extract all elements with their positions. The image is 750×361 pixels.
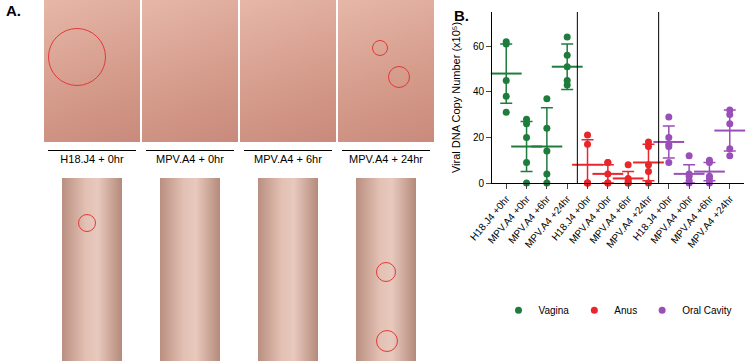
html-text:MPV.A4 + 6hr: MPV.A4 + 6hr: [254, 153, 322, 165]
svg-text:MPV.A4 +6hr: MPV.A4 +6hr: [669, 193, 716, 246]
svg-text:MPV.A4 +0hr: MPV.A4 +0hr: [648, 193, 695, 246]
svg-text:MPV.A4 +24hr: MPV.A4 +24hr: [685, 193, 735, 250]
svg-text:60: 60: [473, 41, 485, 52]
svg-text:MPV.A4 +0hr: MPV.A4 +0hr: [567, 193, 614, 246]
svg-text:H18.J4 +0hr: H18.J4 +0hr: [468, 193, 512, 243]
svg-text:B.: B.: [454, 7, 469, 24]
svg-text:Anus: Anus: [614, 305, 637, 316]
svg-text:MPV.A4 +24hr: MPV.A4 +24hr: [604, 193, 654, 250]
html-text:H18.J4 + 0hr: H18.J4 + 0hr: [60, 153, 124, 165]
html-text:MPV.A4 + 0hr: MPV.A4 + 0hr: [156, 153, 224, 165]
svg-text:0: 0: [478, 178, 484, 189]
svg-text:H18.J4 +0hr: H18.J4 +0hr: [549, 193, 593, 243]
svg-text:Vagina: Vagina: [539, 305, 570, 316]
svg-text:40: 40: [473, 86, 485, 97]
svg-text:H18.J4 +0hr: H18.J4 +0hr: [631, 193, 675, 243]
svg-text:MPV.A4 +0hr: MPV.A4 +0hr: [486, 193, 533, 246]
svg-text:Oral Cavity: Oral Cavity: [682, 305, 731, 316]
html-text:MPV.A4 + 24hr: MPV.A4 + 24hr: [349, 153, 423, 165]
svg-text:MPV.A4 +6hr: MPV.A4 +6hr: [587, 193, 634, 246]
html-text:A.: A.: [6, 2, 21, 19]
svg-text:MPV.A4 +6hr: MPV.A4 +6hr: [506, 193, 553, 246]
svg-text:Viral DNA Copy Number (x10⁵): Viral DNA Copy Number (x10⁵): [450, 22, 462, 173]
svg-text:20: 20: [473, 132, 485, 143]
svg-text:MPV.A4 +24hr: MPV.A4 +24hr: [523, 193, 573, 250]
